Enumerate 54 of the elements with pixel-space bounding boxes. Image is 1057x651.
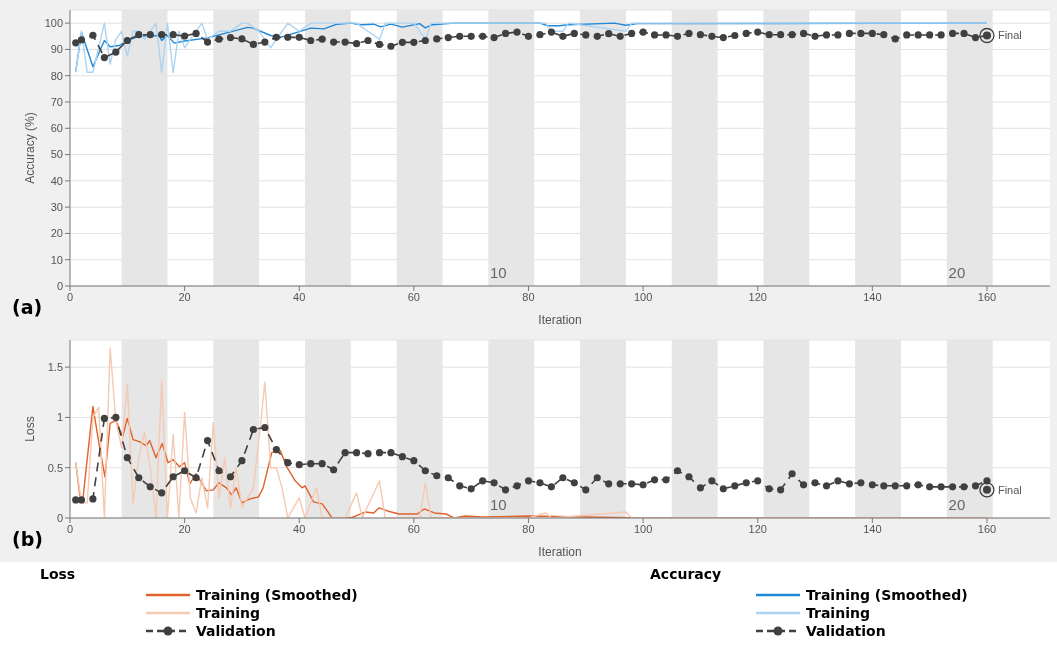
x-tick-label: 40: [293, 522, 306, 535]
annotation: 10: [488, 264, 508, 281]
y-tick-label: 0: [56, 279, 63, 292]
y-tick-label: 40: [50, 174, 63, 187]
x-tick-label: 40: [293, 290, 306, 303]
y-tick-label: 50: [50, 148, 63, 161]
legend-label: Training (Smoothed): [806, 587, 968, 603]
legend-title: Accuracy: [650, 566, 723, 582]
y-tick-label: 1.5: [47, 361, 63, 374]
annotation: 20: [947, 496, 967, 513]
x-tick-label: 60: [407, 290, 420, 303]
x-tick-label: 0: [66, 522, 74, 535]
legend-title: Loss: [40, 566, 77, 582]
x-tick-label: 20: [178, 522, 191, 535]
y-tick-label: 20: [50, 227, 63, 240]
y-tick-label: 0: [56, 511, 63, 524]
x-axis-title: Iteration: [538, 313, 582, 327]
x-tick-label: 20: [178, 290, 191, 303]
line-series: [75, 22, 988, 73]
x-tick-label: 140: [863, 522, 882, 535]
legend-label: Training: [196, 605, 260, 621]
x-tick-label: 140: [863, 290, 882, 303]
x-tick-label: 0: [66, 290, 74, 303]
y-tick-label: 70: [50, 95, 63, 108]
y-tick-label: 80: [50, 69, 63, 82]
x-tick-label: 120: [748, 290, 767, 303]
y-tick-label: 90: [50, 43, 63, 56]
legend-label: Training (Smoothed): [196, 587, 358, 603]
y-tick-label: 10: [50, 253, 63, 266]
legend-label: Validation: [196, 623, 276, 639]
y-tick-label: 60: [50, 122, 63, 135]
x-tick-label: 80: [522, 290, 535, 303]
legend-label: Training: [806, 605, 870, 621]
y-axis-title: Accuracy (%): [23, 112, 38, 184]
annotation: 10: [488, 496, 508, 513]
legend-label: Validation: [806, 623, 886, 639]
x-tick-label: 100: [633, 290, 653, 303]
x-tick-label: 60: [407, 522, 420, 535]
x-tick-label: 80: [522, 522, 535, 535]
x-axis-title: Iteration: [538, 545, 582, 559]
annotation: Final: [997, 29, 1022, 42]
y-axis-title: Loss: [23, 416, 38, 442]
x-tick-label: 100: [633, 522, 653, 535]
text: (b): [12, 528, 43, 550]
text: (a): [12, 296, 43, 318]
y-tick-label: 30: [50, 201, 63, 214]
y-tick-label: 1: [56, 411, 63, 424]
x-tick-label: 160: [977, 522, 997, 535]
x-tick-label: 160: [977, 290, 997, 303]
y-tick-label: 100: [44, 17, 63, 30]
annotation: 20: [947, 264, 967, 281]
y-tick-label: 0.5: [47, 461, 63, 474]
x-tick-label: 120: [748, 522, 767, 535]
annotation: Final: [997, 483, 1022, 496]
